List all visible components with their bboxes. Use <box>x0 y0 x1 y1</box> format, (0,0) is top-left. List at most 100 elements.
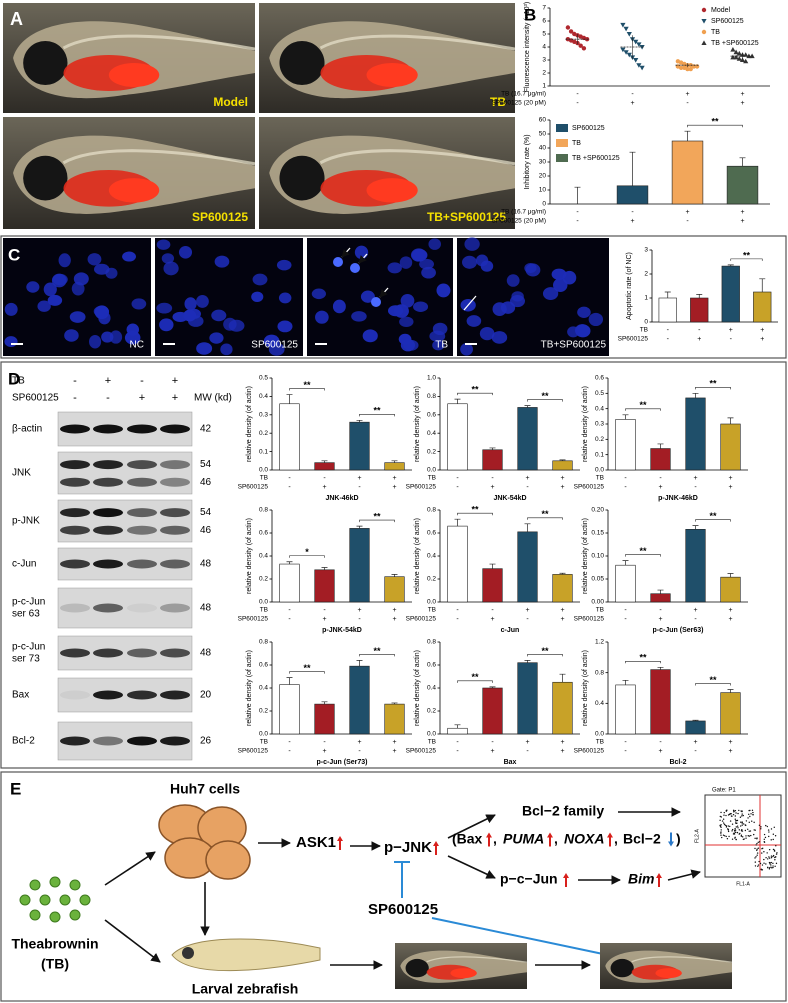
sign: - <box>659 739 662 746</box>
sign: + <box>658 616 662 623</box>
y-tick-label: 60 <box>539 117 547 124</box>
event-dot <box>756 837 758 839</box>
bar <box>349 665 370 735</box>
image-caption: SP600125 <box>251 340 298 351</box>
error-bar <box>692 719 699 721</box>
significance-bracket <box>695 683 731 686</box>
event-dot <box>763 851 765 853</box>
event-dot <box>734 809 737 812</box>
y-axis-label: Fluorescence intensity (×10³) <box>524 2 531 92</box>
y-tick-label: 1.0 <box>427 375 436 382</box>
event-dot <box>721 836 723 839</box>
y-axis-label: relative density (of actin) <box>414 386 421 462</box>
up-arrow <box>607 832 613 847</box>
inhibition-line <box>394 861 410 898</box>
event-dot <box>775 862 778 865</box>
event-dot <box>735 822 738 825</box>
y-tick-label: 10 <box>539 187 547 194</box>
sign: + <box>357 607 361 614</box>
event-dot <box>765 856 767 859</box>
pointer-arrow <box>463 295 477 311</box>
significance-bracket <box>457 680 493 683</box>
significance-bracket <box>730 258 763 261</box>
y-tick-label: 0.4 <box>595 405 604 412</box>
point <box>739 57 746 62</box>
event-dot <box>750 813 752 815</box>
nucleus <box>156 302 173 314</box>
y-tick-label: 6 <box>542 18 546 25</box>
nucleus <box>196 294 209 308</box>
nucleus <box>209 332 224 344</box>
event-dot <box>734 818 736 820</box>
event-dot <box>756 854 758 856</box>
nucleus <box>278 292 292 304</box>
nucleus <box>252 273 268 286</box>
legend-label: TB <box>711 29 720 36</box>
sign: - <box>624 475 627 482</box>
axis-label: FL2-A <box>694 829 700 843</box>
y-tick-label: 1 <box>644 295 648 302</box>
event-dot <box>744 829 747 832</box>
y-tick-label: 0.1 <box>595 451 604 458</box>
y-tick-label: 0.6 <box>595 375 604 382</box>
event-dot <box>756 848 758 850</box>
error-bar <box>489 563 496 569</box>
event-dot <box>740 810 742 812</box>
x-axis-label: Bcl-2 <box>669 759 686 766</box>
error-bar <box>657 666 664 670</box>
sign: + <box>729 327 733 334</box>
y-tick-label: 0.8 <box>427 507 436 514</box>
sign: + <box>139 392 145 404</box>
event-dot <box>745 837 747 839</box>
pathway-diagram: Huh7 cells ASK1 p−JNK Bcl−2 family (Bax … <box>11 781 782 997</box>
y-tick-label: 0.2 <box>259 430 268 437</box>
sign: + <box>490 616 494 623</box>
band <box>160 690 190 700</box>
error-bar <box>489 686 496 688</box>
sign: - <box>624 748 627 755</box>
bar <box>658 297 677 323</box>
image-caption: NC <box>130 340 144 351</box>
event-dot <box>763 858 765 861</box>
event-dot <box>723 823 726 826</box>
band <box>127 477 157 487</box>
sign: + <box>105 375 111 387</box>
nucleus <box>542 287 559 301</box>
x-axis-label: p-c-Jun (Ser73) <box>317 759 368 766</box>
event-dot <box>756 842 758 845</box>
bar <box>650 448 671 471</box>
sign: - <box>694 748 697 755</box>
y-tick-label: 0.6 <box>259 530 268 537</box>
event-dot <box>763 841 766 843</box>
sign: + <box>560 739 564 746</box>
legend-swatch <box>556 154 568 162</box>
event-dot <box>753 833 755 836</box>
bar <box>685 397 706 471</box>
event-dot <box>741 813 743 815</box>
error-bar <box>321 460 328 463</box>
row-label: Bax <box>12 690 29 701</box>
significance-label: ** <box>541 646 549 656</box>
band <box>160 736 190 746</box>
sign: - <box>456 748 459 755</box>
point <box>639 65 645 71</box>
event-dot <box>760 868 762 870</box>
point <box>626 32 632 37</box>
event-dot <box>752 811 754 814</box>
y-tick-label: 0.3 <box>259 412 268 419</box>
point <box>581 46 587 51</box>
nucleus <box>214 255 230 268</box>
event-dot <box>772 838 774 841</box>
bar <box>314 462 335 471</box>
row-label: TB <box>12 376 25 387</box>
event-dot <box>758 860 760 863</box>
event-dot <box>738 833 740 835</box>
event-dot <box>776 852 778 854</box>
bar <box>685 529 706 603</box>
event-dot <box>737 827 739 829</box>
significance-label: ** <box>711 117 719 127</box>
sign: + <box>728 607 732 614</box>
compound-dots <box>19 876 91 923</box>
significance-bracket <box>625 554 661 557</box>
nucleus <box>432 340 445 351</box>
